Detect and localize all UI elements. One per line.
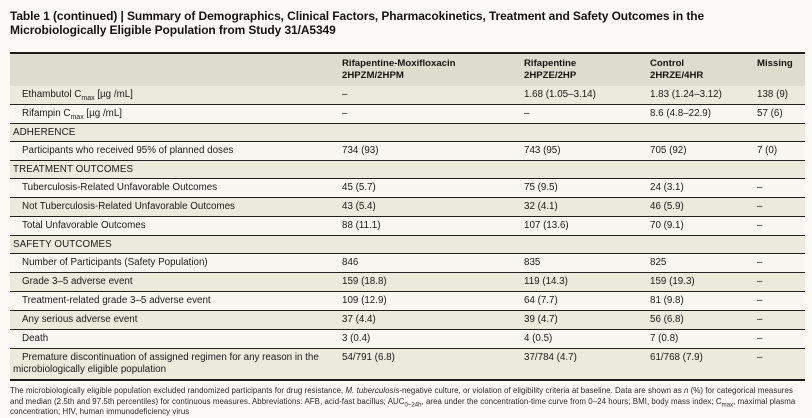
table-row: Tuberculosis-Related Unfavorable Outcome… (10, 178, 805, 198)
cell-value: 37/784 (4.7) (522, 348, 648, 380)
cell-value: 56 (6.8) (648, 310, 755, 330)
row-label: Death (10, 329, 340, 349)
table-row: Treatment-related grade 3–5 adverse even… (10, 291, 805, 311)
table-body: Ethambutol Cmax [µg /mL] –1.68 (1.05–3.14… (10, 86, 805, 380)
cell-value: 138 (9) (755, 86, 805, 105)
table-row: Death 3 (0.4) 4 (0.5) 7 (0.8) – (10, 329, 805, 349)
section-row: ADHERENCE (10, 123, 805, 142)
cell-value: 743 (95) (522, 141, 648, 161)
cell-value: 45 (5.7) (340, 178, 522, 198)
cell-value: – (755, 253, 805, 273)
cell-value: 3 (0.4) (340, 329, 522, 349)
cell-value: 8.6 (4.8–22.9) (648, 104, 755, 124)
row-label: Rifampin Cmax [µg /mL] (10, 104, 340, 124)
row-label: Premature discontinuation of assigned re… (10, 348, 340, 380)
cell-value: – (340, 104, 522, 124)
row-label: Total Unfavorable Outcomes (10, 216, 340, 236)
row-label: Ethambutol Cmax [µg /mL] (10, 86, 340, 105)
cell-value: 734 (93) (340, 141, 522, 161)
cell-value: – (755, 197, 805, 217)
cell-value: 75 (9.5) (522, 178, 648, 198)
cell-value: – (755, 216, 805, 236)
cell-value: 43 (5.4) (340, 197, 522, 217)
cell-value: 825 (648, 253, 755, 273)
column-header-empty (10, 53, 340, 86)
row-label: Tuberculosis-Related Unfavorable Outcome… (10, 178, 340, 198)
section-row: SAFETY OUTCOMES (10, 235, 805, 254)
table-row: Not Tuberculosis-Related Unfavorable Out… (10, 197, 805, 217)
cell-value: 32 (4.1) (522, 197, 648, 217)
column-header-control: Control 2HRZE/4HR (648, 53, 755, 86)
cell-value: 70 (9.1) (648, 216, 755, 236)
row-label: Number of Participants (Safety Populatio… (10, 253, 340, 273)
table-header: Rifapentine-Moxifloxacin 2HPZM/2HPM Rifa… (10, 53, 805, 86)
table-title: Table 1 (continued) | Summary of Demogra… (10, 9, 806, 37)
cell-value: 109 (12.9) (340, 291, 522, 311)
cell-value: 7 (0.8) (648, 329, 755, 349)
cell-value: – (755, 291, 805, 311)
row-label: Participants who received 95% of planned… (10, 141, 340, 161)
row-label: Treatment-related grade 3–5 adverse even… (10, 291, 340, 311)
cell-value: 159 (18.8) (340, 272, 522, 292)
cell-value: 81 (9.8) (648, 291, 755, 311)
table-row: Grade 3–5 adverse event 159 (18.8) 119 (14… (10, 272, 805, 292)
table-row: Premature discontinuation of assigned re… (10, 348, 805, 380)
cell-value: 37 (4.4) (340, 310, 522, 330)
table-row: Rifampin Cmax [µg /mL] – –8.6 (4.8–22.9) 57… (10, 104, 805, 124)
row-label: Grade 3–5 adverse event (10, 272, 340, 292)
cell-value: 54/791 (6.8) (340, 348, 522, 380)
section-label: SAFETY OUTCOMES (10, 235, 805, 254)
cell-value: 159 (19.3) (648, 272, 755, 292)
cell-value: 846 (340, 253, 522, 273)
cell-value: – (755, 310, 805, 330)
cell-value: – (755, 329, 805, 349)
section-label: TREATMENT OUTCOMES (10, 160, 805, 179)
cell-value: 61/768 (7.9) (648, 348, 755, 380)
column-header-rifapentine-moxifloxacin: Rifapentine-Moxifloxacin 2HPZM/2HPM (340, 53, 522, 86)
row-label: Not Tuberculosis-Related Unfavorable Out… (10, 197, 340, 217)
cell-value: 24 (3.1) (648, 178, 755, 198)
cell-value: 88 (11.1) (340, 216, 522, 236)
table-row: Ethambutol Cmax [µg /mL] –1.68 (1.05–3.14… (10, 86, 805, 105)
cell-value: 107 (13.6) (522, 216, 648, 236)
cell-value: 4 (0.5) (522, 329, 648, 349)
summary-table: Rifapentine-Moxifloxacin 2HPZM/2HPM Rifa… (10, 52, 805, 381)
cell-value: – (755, 348, 805, 380)
cell-value: – (340, 86, 522, 105)
column-header-rifapentine: Rifapentine 2HPZE/2HP (522, 53, 648, 86)
table-row: Any serious adverse event 37 (4.4) 39 (4.7… (10, 310, 805, 330)
cell-value: 1.68 (1.05–3.14) (522, 86, 648, 105)
cell-value: 705 (92) (648, 141, 755, 161)
header-row: Rifapentine-Moxifloxacin 2HPZM/2HPM Rifa… (10, 53, 805, 86)
section-label: ADHERENCE (10, 123, 805, 142)
column-header-missing: Missing (755, 53, 805, 86)
cell-value: 64 (7.7) (522, 291, 648, 311)
row-label: Any serious adverse event (10, 310, 340, 330)
cell-value: 7 (0) (755, 141, 805, 161)
cell-value: – (755, 272, 805, 292)
cell-value: 835 (522, 253, 648, 273)
table-row: Number of Participants (Safety Populatio… (10, 253, 805, 273)
cell-value: – (755, 178, 805, 198)
cell-value: 1.83 (1.24–3.12) (648, 86, 755, 105)
cell-value: – (522, 104, 648, 124)
cell-value: 57 (6) (755, 104, 805, 124)
cell-value: 39 (4.7) (522, 310, 648, 330)
cell-value: 46 (5.9) (648, 197, 755, 217)
section-row: TREATMENT OUTCOMES (10, 160, 805, 179)
table-row: Total Unfavorable Outcomes 88 (11.1) 107 (… (10, 216, 805, 236)
table-title-line2: Microbiologically Eligible Population fr… (10, 23, 336, 37)
table-footnote: The microbiologically eligible populatio… (10, 386, 796, 417)
table-title-line1: Table 1 (continued) | Summary of Demogra… (10, 9, 705, 23)
cell-value: 119 (14.3) (522, 272, 648, 292)
table-row: Participants who received 95% of planned… (10, 141, 805, 161)
